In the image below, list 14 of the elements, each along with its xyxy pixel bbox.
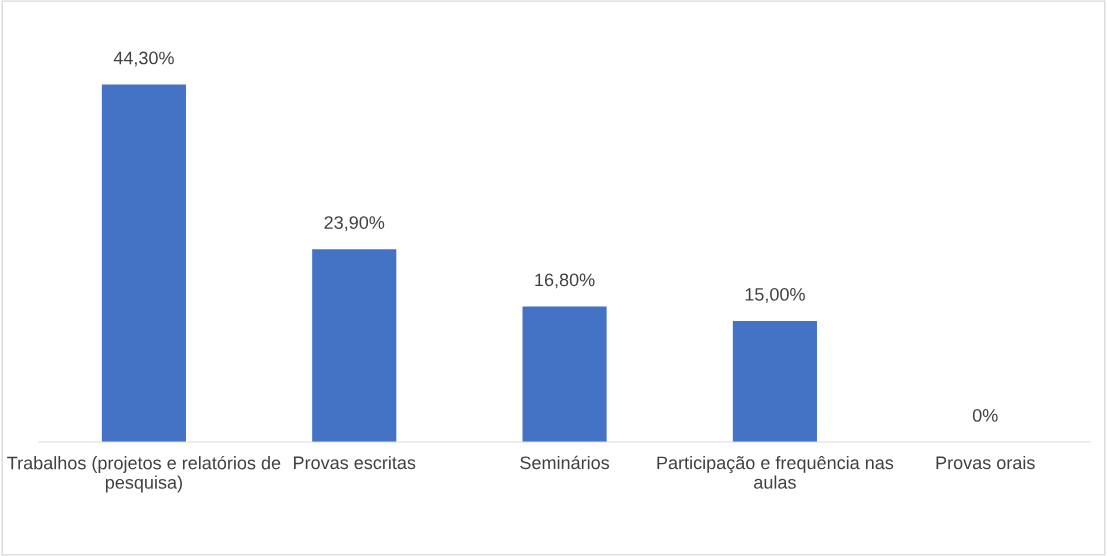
x-tick-label: Participação e frequência nas aulas <box>657 455 894 489</box>
bar <box>732 320 817 443</box>
bar <box>101 84 186 443</box>
x-tick-label: Provas orais <box>936 455 1035 470</box>
data-label: 16,80% <box>535 273 595 289</box>
x-tick-label: Trabalhos (projetos e relatórios de pesquisa) <box>7 455 281 493</box>
data-label: 0% <box>972 409 998 422</box>
data-label: 23,90% <box>324 216 385 232</box>
bar <box>522 306 607 443</box>
x-tick-label: Seminários <box>520 455 610 470</box>
data-label: 44,30% <box>113 51 174 67</box>
data-label: 15,00% <box>745 287 805 303</box>
bar <box>312 249 397 443</box>
x-tick-label: Provas escritas <box>294 455 416 470</box>
